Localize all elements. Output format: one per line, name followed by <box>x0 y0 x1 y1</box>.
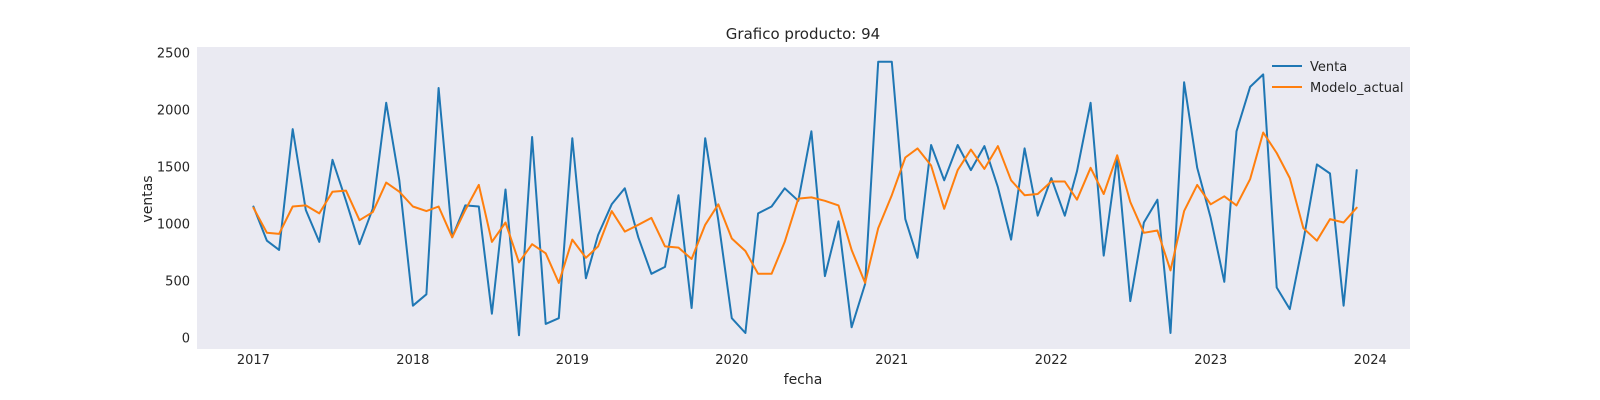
x-tick-label: 2020 <box>715 353 748 368</box>
x-tick-label: 2017 <box>237 353 270 368</box>
series-line-modelo-actual <box>252 131 1358 284</box>
x-tick-label: 2019 <box>556 353 589 368</box>
y-tick-label: 0 <box>182 332 190 347</box>
y-tick-label: 1000 <box>157 218 190 233</box>
legend-entry: Venta <box>1310 60 1347 75</box>
series-layer <box>252 60 1358 337</box>
y-tick-label: 2000 <box>157 104 190 119</box>
x-axis: 2017 2018 2019 2020 2021 2022 2023 2024 <box>237 353 1387 368</box>
x-tick-label: 2018 <box>396 353 429 368</box>
y-axis: 0 500 1000 1500 2000 2500 <box>157 47 190 347</box>
chart-title: Grafico producto: 94 <box>726 25 880 43</box>
x-tick-label: 2024 <box>1354 353 1387 368</box>
x-tick-label: 2021 <box>875 353 908 368</box>
x-tick-label: 2022 <box>1035 353 1068 368</box>
legend-entry: Modelo_actual <box>1310 81 1404 96</box>
x-axis-label: fecha <box>784 372 823 388</box>
x-tick-label: 2023 <box>1194 353 1227 368</box>
y-tick-label: 2500 <box>157 47 190 62</box>
y-tick-label: 500 <box>165 275 190 290</box>
y-tick-label: 1500 <box>157 161 190 176</box>
legend: Venta Modelo_actual <box>1272 60 1404 96</box>
y-axis-label: ventas <box>140 175 156 222</box>
series-line-venta <box>252 60 1358 337</box>
